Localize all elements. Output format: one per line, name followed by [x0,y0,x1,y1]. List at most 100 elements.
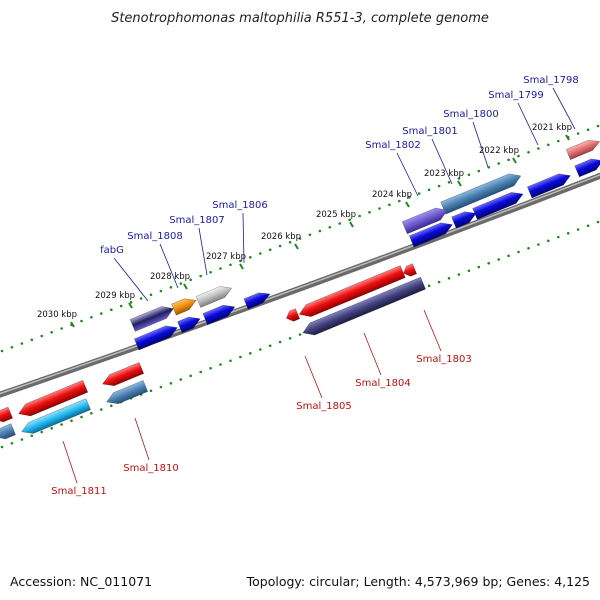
track-dot [566,232,570,235]
gene-arrow-smal-1807 [195,286,233,308]
track-dot [149,293,153,297]
gene-arrow-smal-1800 [472,192,524,220]
gene-features [0,139,600,440]
track-dot [20,438,24,441]
accession-text: Accession: NC_011071 [10,574,152,589]
gene-arrow-forward [133,325,178,351]
track-dot [278,340,282,344]
track-dot [547,239,550,243]
track-dot [139,297,143,300]
gene-arrow-reverse [0,406,14,423]
tick-mark [183,283,188,290]
track-dot [437,280,441,284]
track-dot [527,247,530,250]
track-dot [229,359,232,363]
track-dot [596,124,600,128]
genome-backbone-highlight [0,174,600,395]
gene-arrow-smal-1802 [401,207,448,235]
gene-label-forward: Smal_1800 [443,109,498,120]
gene-label-forward: Smal_1808 [127,231,182,242]
track-dot [189,374,192,378]
track-dot [408,196,411,199]
gene-label-forward: Smal_1801 [402,126,457,137]
tick-mark [457,180,462,187]
track-dot [427,188,431,192]
track-dot [0,445,4,449]
track-dot [477,169,481,173]
track-dot [557,139,560,143]
track-dot [557,235,560,239]
tick-label: 2023 kbp [424,169,464,179]
track-dot [547,143,550,147]
track-dot [169,382,173,385]
track-dot [0,349,4,353]
track-dot [209,367,212,370]
leader-line [363,332,382,376]
track-dot [527,151,530,154]
track-dot [348,218,352,222]
gene-arrow-fabg [129,306,174,332]
track-dot [596,220,600,224]
gene-label-reverse: Smal_1810 [123,463,178,474]
tick-label: 2021 kbp [532,123,572,133]
tick-label: 2030 kbp [37,310,77,320]
gene-label-forward: Smal_1799 [488,90,543,101]
track-dot [308,233,312,237]
tick-mark [349,221,354,228]
track-dot [268,248,272,252]
track-dot [338,222,342,225]
gene-label-reverse: Smal_1811 [51,486,106,497]
gene-arrow-smal-1805 [286,308,301,322]
leader-line [396,152,419,197]
track-dot [199,370,202,374]
track-dot [149,389,153,393]
tick-mark [239,263,244,270]
track-dot [497,258,501,261]
track-dot [278,244,282,248]
track-dot [159,289,163,293]
kbp-tick-marks: 2021 kbp 2022 kbp 2023 kbp 2024 kbp 2025 kbp… [37,123,572,328]
track-dot [477,265,481,269]
gene-arrow-reverse [0,423,16,440]
track-dot [40,334,43,338]
track-dot [20,342,24,345]
track-dot [328,226,332,229]
track-dot [437,184,441,188]
gene-labels: Smal_1798 Smal_1799 Smal_1800 Smal_1801 Smal… [51,75,578,497]
tick-mark [70,321,75,328]
track-dot [179,378,183,381]
leader-line [159,243,179,289]
tick-mark [128,302,133,309]
track-dot [457,177,461,180]
gene-arrow-smal-1799 [526,173,571,199]
gene-label-reverse: Smal_1805 [296,401,351,412]
track-dot [537,147,540,150]
gene-label-reverse: Smal_1804 [355,378,410,389]
leader-line [62,440,78,484]
track-dot [318,229,322,233]
track-dot [427,284,431,288]
track-dot [80,319,83,323]
track-dot [417,192,421,195]
track-dot [50,331,53,334]
tick-label: 2025 kbp [316,210,356,220]
track-dot [517,154,520,158]
track-dot [507,158,510,162]
tick-mark [512,157,517,164]
gene-label-reverse: Smal_1803 [416,354,471,365]
leader-line [431,138,453,185]
track-dot [368,211,371,214]
track-dot [10,346,14,349]
track-dot [179,282,183,285]
track-dot [537,243,540,246]
gene-arrow-reverse [403,263,418,277]
track-dot [358,214,361,218]
track-dot [447,277,451,280]
track-dot [249,352,252,355]
tick-mark [405,201,410,208]
gene-label-forward: Smal_1802 [365,140,420,151]
gene-arrow-smal-1810 [106,380,149,405]
track-dot [457,273,461,276]
track-dot [298,237,302,240]
